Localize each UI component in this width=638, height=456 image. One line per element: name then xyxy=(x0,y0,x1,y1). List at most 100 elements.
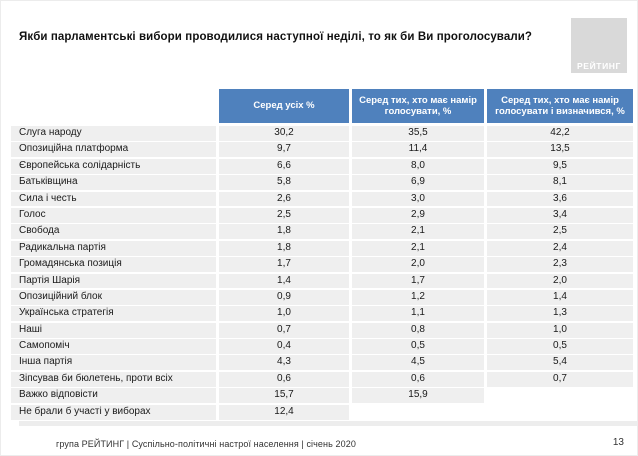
row-value: 1,2 xyxy=(352,289,484,305)
row-label: Зіпсував би бюлетень, проти всіх xyxy=(11,371,216,387)
row-label: Радикальна партія xyxy=(11,240,216,256)
table-body: Слуга народу 30,2 35,5 42,2 Опозиційна платф… xyxy=(11,126,633,420)
row-value: 6,6 xyxy=(219,158,349,174)
footer-caption: група РЕЙТИНГ | Суспільно-політичні наст… xyxy=(56,439,356,449)
row-value: 3,0 xyxy=(352,191,484,207)
row-value: 1,3 xyxy=(487,306,633,322)
bottom-strip xyxy=(19,421,637,426)
row-label: Не брали б участі у виборах xyxy=(11,404,216,420)
row-label: Важко відповісти xyxy=(11,388,216,404)
row-value: 0,4 xyxy=(219,339,349,354)
row-value: 13,5 xyxy=(487,142,633,158)
row-value: 9,5 xyxy=(487,158,633,174)
row-label: Партія Шарія xyxy=(11,273,216,289)
table-row: Важко відповісти 15,7 15,9 xyxy=(11,388,633,404)
row-value: 3,6 xyxy=(487,191,633,207)
row-value: 2,5 xyxy=(219,207,349,223)
table-row: Опозиційна платформа 9,7 11,4 13,5 xyxy=(11,142,633,158)
row-value: 1,0 xyxy=(219,306,349,322)
column-header: Серед усіх % xyxy=(219,89,349,123)
table-row: Батьківщина 5,8 6,9 8,1 xyxy=(11,175,633,191)
row-value: 4,3 xyxy=(219,355,349,371)
row-value: 1,8 xyxy=(219,240,349,256)
row-value: 1,7 xyxy=(352,273,484,289)
row-value: 2,1 xyxy=(352,240,484,256)
row-value: 0,5 xyxy=(352,339,484,354)
row-value: 8,1 xyxy=(487,175,633,191)
row-value: 1,0 xyxy=(487,322,633,338)
row-label: Опозиційний блок xyxy=(11,289,216,305)
table-row: Партія Шарія 1,4 1,7 2,0 xyxy=(11,273,633,289)
table-row: Інша партія 4,3 4,5 5,4 xyxy=(11,355,633,371)
row-value: 2,4 xyxy=(487,240,633,256)
row-value: 2,3 xyxy=(487,257,633,273)
row-value xyxy=(352,405,484,420)
rating-logo-label: РЕЙТИНГ xyxy=(577,61,621,71)
table-row: Самопоміч 0,4 0,5 0,5 xyxy=(11,339,633,354)
row-label: Батьківщина xyxy=(11,175,216,191)
row-value: 5,4 xyxy=(487,355,633,371)
row-value: 0,6 xyxy=(352,371,484,387)
row-value: 15,7 xyxy=(219,388,349,404)
row-value: 5,8 xyxy=(219,175,349,191)
row-value: 0,9 xyxy=(219,289,349,305)
row-value: 1,4 xyxy=(487,289,633,305)
row-value: 4,5 xyxy=(352,355,484,371)
header-spacer-cell xyxy=(11,89,216,123)
row-value: 2,1 xyxy=(352,224,484,240)
row-label: Свобода xyxy=(11,224,216,240)
column-header: Серед тих, хто має намір голосувати, % xyxy=(352,89,484,123)
table-row: Наші 0,7 0,8 1,0 xyxy=(11,322,633,338)
row-value: 3,4 xyxy=(487,207,633,223)
row-value: 0,7 xyxy=(219,322,349,338)
row-value: 8,0 xyxy=(352,158,484,174)
row-value: 0,8 xyxy=(352,322,484,338)
row-label: Слуга народу xyxy=(11,126,216,141)
row-label: Наші xyxy=(11,322,216,338)
table-row: Не брали б участі у виборах 12,4 xyxy=(11,404,633,420)
row-label: Самопоміч xyxy=(11,339,216,354)
page-title: Якби парламентські вибори проводилися на… xyxy=(19,31,533,43)
row-value: 2,6 xyxy=(219,191,349,207)
row-value: 12,4 xyxy=(219,404,349,420)
row-value: 9,7 xyxy=(219,142,349,158)
table-row: Слуга народу 30,2 35,5 42,2 xyxy=(11,126,633,141)
row-value: 0,7 xyxy=(487,371,633,387)
table-header-row: Серед усіх % Серед тих, хто має намір гол… xyxy=(11,89,633,123)
row-value: 42,2 xyxy=(487,126,633,141)
row-label: Опозиційна платформа xyxy=(11,142,216,158)
row-value: 1,4 xyxy=(219,273,349,289)
table-row: Голос 2,5 2,9 3,4 xyxy=(11,207,633,223)
table-row: Українська стратегія 1,0 1,1 1,3 xyxy=(11,306,633,322)
row-label: Українська стратегія xyxy=(11,306,216,322)
row-value xyxy=(487,405,633,420)
poll-results-table: Серед усіх % Серед тих, хто має намір гол… xyxy=(11,89,633,421)
row-value: 2,9 xyxy=(352,207,484,223)
table-row: Європейська солідарність 6,6 8,0 9,5 xyxy=(11,158,633,174)
row-value: 35,5 xyxy=(352,126,484,141)
row-value: 30,2 xyxy=(219,126,349,141)
row-value: 2,5 xyxy=(487,224,633,240)
table-row: Сила і честь 2,6 3,0 3,6 xyxy=(11,191,633,207)
row-value: 2,0 xyxy=(352,257,484,273)
row-value: 11,4 xyxy=(352,142,484,158)
table-row: Зіпсував би бюлетень, проти всіх 0,6 0,6 0,… xyxy=(11,371,633,387)
row-label: Сила і честь xyxy=(11,191,216,207)
row-value: 0,5 xyxy=(487,339,633,354)
row-value: 1,1 xyxy=(352,306,484,322)
row-label: Громадянська позиція xyxy=(11,257,216,273)
row-value: 6,9 xyxy=(352,175,484,191)
row-label: Голос xyxy=(11,207,216,223)
row-label: Європейська солідарність xyxy=(11,158,216,174)
table-row: Опозиційний блок 0,9 1,2 1,4 xyxy=(11,289,633,305)
row-value: 1,8 xyxy=(219,224,349,240)
row-value: 15,9 xyxy=(352,388,484,404)
table-row: Свобода 1,8 2,1 2,5 xyxy=(11,224,633,240)
row-value: 1,7 xyxy=(219,257,349,273)
page-number: 13 xyxy=(612,437,624,448)
table-row: Громадянська позиція 1,7 2,0 2,3 xyxy=(11,257,633,273)
row-value xyxy=(487,388,633,403)
column-header: Серед тих, хто має намір голосувати і ви… xyxy=(487,89,633,123)
row-value: 0,6 xyxy=(219,371,349,387)
